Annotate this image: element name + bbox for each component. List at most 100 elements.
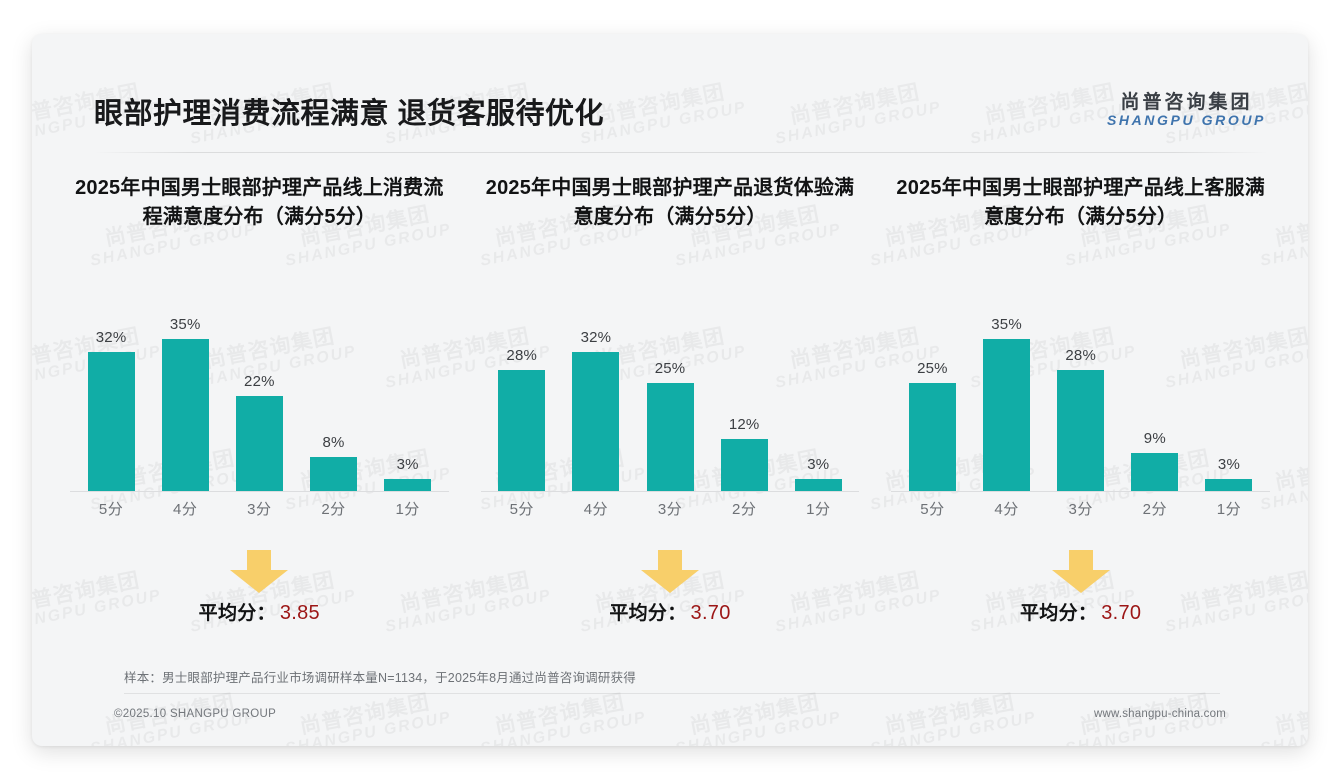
average-score-text: 平均分： 3.70 [609,598,730,625]
x-axis-labels: 5分 4分 3分 2分 1分 [895,498,1266,528]
bar-value-label: 28% [1065,347,1096,364]
bar[interactable] [794,479,842,492]
logo-english-text: SHANGPU GROUP [1106,112,1266,129]
x-axis-tick-label: 5分 [920,501,945,518]
bar[interactable] [646,383,694,492]
x-axis-tick-label: 1分 [1216,501,1242,518]
bar[interactable] [235,396,283,492]
chart-panel-3: 2025年中国男士眼部护理产品线上客服满意度分布（满分5分） 25% 35% 28% 9… [875,174,1286,694]
bar-value-label: 3% [1217,456,1241,473]
bar-column[interactable]: 28% [1044,286,1118,492]
bar-value-label: 22% [244,373,275,390]
average-score-value: 3.70 [1101,602,1142,624]
bar[interactable] [572,352,620,492]
chart-title: 2025年中国男士眼部护理产品退货体验满意度分布（满分5分） [485,177,855,228]
average-score-text: 平均分： 3.70 [1020,598,1141,625]
axis-baseline [891,491,1271,492]
down-arrow-icon [228,550,290,594]
header-divider [94,152,1268,153]
chart-title: 2025年中国男士眼部护理产品线上消费流程满意度分布（满分5分） [75,177,444,228]
slide-footer: ©2025.10 SHANGPU GROUP www.shangpu-china… [32,700,1308,746]
bar-column[interactable]: 32% [74,286,148,492]
average-score-value: 3.70 [690,602,731,624]
plot-area: 28% 32% 25% 12% 3% [485,286,856,492]
x-axis-tick-label: 1分 [395,501,420,518]
bar-column[interactable]: 32% [559,286,633,492]
bar[interactable] [908,383,956,492]
x-axis-tick-label: 2分 [731,501,757,518]
bar[interactable] [1057,370,1105,492]
x-axis-tick-label: 4分 [583,501,609,518]
bar-value-label: 3% [396,456,419,473]
bar[interactable] [384,479,432,492]
bar-column[interactable]: 22% [222,286,296,492]
bar-column[interactable]: 3% [1192,286,1266,492]
average-score-label: 平均分： [609,603,687,624]
x-axis-tick-label: 5分 [98,501,124,518]
bar-chart: 28% 32% 25% 12% 3% 5分 4分 3分 2分 1分 [477,286,864,536]
bar-value-label: 9% [1143,430,1166,447]
bar-column[interactable]: 3% [781,286,855,492]
average-score-block: 平均分： 3.70 [887,542,1274,650]
chart-panel-1: 2025年中国男士眼部护理产品线上消费流程满意度分布（满分5分） 32% 35% 22… [54,174,465,694]
charts-container: 2025年中国男士眼部护理产品线上消费流程满意度分布（满分5分） 32% 35% 22… [54,174,1286,694]
x-axis-tick-label: 4分 [173,501,198,518]
bar[interactable] [87,352,135,492]
bar-column[interactable]: 8% [296,286,370,492]
bar-value-label: 25% [917,360,948,377]
bar[interactable] [720,439,768,492]
copyright-text: ©2025.10 SHANGPU GROUP [114,708,277,720]
bar-column[interactable]: 25% [895,286,969,492]
average-score-text: 平均分： 3.85 [199,598,320,625]
bar-column[interactable]: 12% [707,286,781,492]
bar-value-label: 3% [807,456,830,473]
bar-column[interactable]: 35% [969,286,1043,492]
down-arrow-icon [1050,550,1112,594]
x-axis-tick-label: 3分 [247,501,272,518]
average-score-label: 平均分： [1020,603,1098,624]
page-title: 眼部护理消费流程满意 退货客服待优化 [94,98,605,130]
average-score-label: 平均分： [198,603,276,624]
x-axis-tick-label: 1分 [806,501,831,518]
bar-value-label: 32% [95,329,127,346]
plot-area: 25% 35% 28% 9% 3% [895,286,1266,492]
bar-value-label: 28% [506,347,538,364]
bar[interactable] [309,457,357,492]
average-score-block: 平均分： 3.85 [66,542,453,650]
x-axis-tick-label: 3分 [1068,501,1093,518]
bar-column[interactable]: 35% [148,286,222,492]
bar[interactable] [498,370,546,492]
plot-area: 32% 35% 22% 8% 3% [74,286,445,492]
bar[interactable] [1205,479,1253,492]
bar-value-label: 32% [580,329,612,346]
x-axis-labels: 5分 4分 3分 2分 1分 [485,498,856,528]
chart-title: 2025年中国男士眼部护理产品线上客服满意度分布（满分5分） [896,177,1265,228]
average-score-value: 3.85 [279,602,320,624]
company-logo: 尚普咨询集团 SHANGPU GROUP [1107,92,1266,129]
bar-value-label: 25% [654,360,686,377]
down-arrow-icon [639,550,701,594]
bar[interactable] [1131,453,1179,492]
axis-baseline [70,491,449,492]
bar-chart: 25% 35% 28% 9% 3% 5分 4分 3分 2分 1分 [887,286,1274,536]
bar[interactable] [983,339,1031,492]
x-axis-tick-label: 4分 [994,501,1019,518]
logo-chinese-text: 尚普咨询集团 [1120,92,1253,113]
bar-column[interactable]: 25% [633,286,707,492]
x-axis-tick-label: 2分 [321,501,346,518]
bar-chart: 32% 35% 22% 8% 3% 5分 4分 3分 2分 1分 [66,286,453,536]
bar-column[interactable]: 9% [1118,286,1192,492]
x-axis-tick-label: 5分 [509,501,534,518]
chart-panel-2: 2025年中国男士眼部护理产品退货体验满意度分布（满分5分） 28% 32% 25% 1… [465,174,876,694]
website-link[interactable]: www.shangpu-china.com [1093,708,1226,720]
x-axis-labels: 5分 4分 3分 2分 1分 [74,498,445,528]
axis-baseline [480,491,860,492]
bar-value-label: 35% [991,316,1022,333]
average-score-block: 平均分： 3.70 [477,542,864,650]
bar-column[interactable]: 28% [485,286,559,492]
bar-column[interactable]: 3% [371,286,445,492]
bar-value-label: 12% [728,416,760,433]
bar[interactable] [161,339,209,492]
